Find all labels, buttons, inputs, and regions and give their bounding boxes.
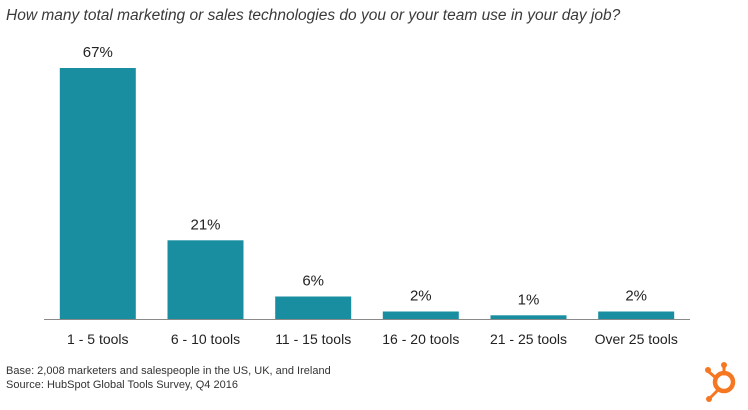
chart-title: How many total marketing or sales techno… <box>6 7 621 24</box>
value-label-3: 6% <box>302 273 324 290</box>
bars-group <box>59 68 675 319</box>
category-label-2: 6 - 10 tools <box>171 331 240 347</box>
category-labels-group: 1 - 5 tools 6 - 10 tools 11 - 15 tools 16 -… <box>67 331 678 347</box>
category-label-6: Over 25 tools <box>595 331 678 347</box>
hubspot-sprocket-icon <box>705 362 736 402</box>
category-label-5: 21 - 25 tools <box>490 331 567 347</box>
bar-2 <box>167 240 244 319</box>
category-label-1: 1 - 5 tools <box>67 331 128 347</box>
value-labels-group: 67% 21% 6% 2% 1% 2% <box>83 44 647 308</box>
bar-6 <box>598 311 675 319</box>
value-label-2: 21% <box>190 216 220 233</box>
bar-5 <box>490 315 567 319</box>
footnote-source: Source: HubSpot Global Tools Survey, Q4 … <box>6 379 238 391</box>
value-label-5: 1% <box>518 291 540 308</box>
value-label-4: 2% <box>410 288 432 305</box>
bar-3 <box>275 296 352 319</box>
category-label-4: 16 - 20 tools <box>382 331 459 347</box>
bar-4 <box>382 311 459 319</box>
value-label-1: 67% <box>83 44 113 61</box>
category-label-3: 11 - 15 tools <box>275 331 351 347</box>
value-label-6: 2% <box>625 288 647 305</box>
footnote-base: Base: 2,008 marketers and salespeople in… <box>6 365 331 377</box>
bar-1 <box>59 68 136 319</box>
